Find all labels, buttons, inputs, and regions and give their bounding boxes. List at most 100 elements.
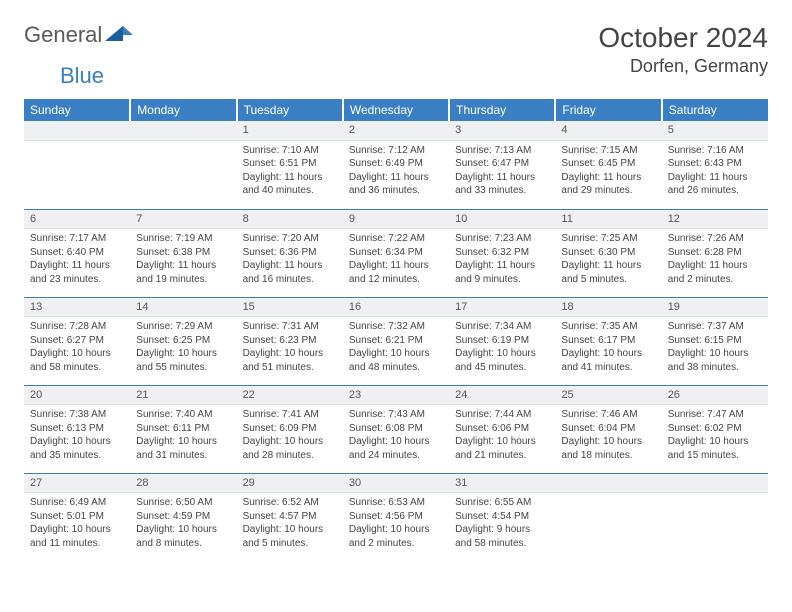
cell-line: Sunset: 5:01 PM (30, 510, 124, 524)
title-block: October 2024 Dorfen, Germany (598, 22, 768, 77)
cell-content: Sunrise: 7:23 AMSunset: 6:32 PMDaylight:… (455, 232, 549, 286)
calendar-cell: 29Sunrise: 6:52 AMSunset: 4:57 PMDayligh… (237, 473, 343, 561)
cell-line: Sunset: 6:43 PM (668, 157, 762, 171)
cell-line: Daylight: 10 hours and 28 minutes. (243, 435, 337, 462)
cell-content: Sunrise: 7:15 AMSunset: 6:45 PMDaylight:… (561, 144, 655, 198)
cell-line: Sunrise: 7:46 AM (561, 408, 655, 422)
cell-content: Sunrise: 7:13 AMSunset: 6:47 PMDaylight:… (455, 144, 549, 198)
cell-line: Sunset: 6:11 PM (136, 422, 230, 436)
calendar-cell: 15Sunrise: 7:31 AMSunset: 6:23 PMDayligh… (237, 297, 343, 385)
cell-line: Daylight: 10 hours and 45 minutes. (455, 347, 549, 374)
calendar-cell: 20Sunrise: 7:38 AMSunset: 6:13 PMDayligh… (24, 385, 130, 473)
cell-line: Sunrise: 7:37 AM (668, 320, 762, 334)
cell-line: Sunset: 6:21 PM (349, 334, 443, 348)
cell-line: Sunset: 6:02 PM (668, 422, 762, 436)
day-number (24, 121, 130, 141)
cell-line: Sunrise: 7:28 AM (30, 320, 124, 334)
cell-line: Daylight: 11 hours and 19 minutes. (136, 259, 230, 286)
calendar-cell: 28Sunrise: 6:50 AMSunset: 4:59 PMDayligh… (130, 473, 236, 561)
cell-line: Sunset: 4:59 PM (136, 510, 230, 524)
cell-content: Sunrise: 7:43 AMSunset: 6:08 PMDaylight:… (349, 408, 443, 462)
cell-line: Sunset: 6:34 PM (349, 246, 443, 260)
calendar-cell: 14Sunrise: 7:29 AMSunset: 6:25 PMDayligh… (130, 297, 236, 385)
cell-content: Sunrise: 7:37 AMSunset: 6:15 PMDaylight:… (668, 320, 762, 374)
cell-line: Daylight: 10 hours and 8 minutes. (136, 523, 230, 550)
cell-line: Daylight: 10 hours and 21 minutes. (455, 435, 549, 462)
page-title: October 2024 (598, 22, 768, 54)
day-number: 26 (662, 386, 768, 406)
cell-content: Sunrise: 7:34 AMSunset: 6:19 PMDaylight:… (455, 320, 549, 374)
cell-line: Daylight: 11 hours and 16 minutes. (243, 259, 337, 286)
day-number: 15 (237, 298, 343, 318)
cell-line: Daylight: 9 hours and 58 minutes. (455, 523, 549, 550)
cell-line: Daylight: 10 hours and 58 minutes. (30, 347, 124, 374)
calendar-cell: 25Sunrise: 7:46 AMSunset: 6:04 PMDayligh… (555, 385, 661, 473)
cell-content: Sunrise: 7:25 AMSunset: 6:30 PMDaylight:… (561, 232, 655, 286)
weekday-header: Thursday (449, 99, 555, 121)
cell-content: Sunrise: 6:49 AMSunset: 5:01 PMDaylight:… (30, 496, 124, 550)
cell-content: Sunrise: 6:50 AMSunset: 4:59 PMDaylight:… (136, 496, 230, 550)
weekday-header: Friday (555, 99, 661, 121)
day-number: 30 (343, 474, 449, 494)
weekday-header: Monday (130, 99, 236, 121)
cell-line: Sunset: 4:57 PM (243, 510, 337, 524)
cell-content: Sunrise: 7:12 AMSunset: 6:49 PMDaylight:… (349, 144, 443, 198)
cell-line: Sunrise: 7:38 AM (30, 408, 124, 422)
cell-line: Daylight: 10 hours and 48 minutes. (349, 347, 443, 374)
cell-line: Sunrise: 7:47 AM (668, 408, 762, 422)
day-number: 7 (130, 210, 236, 230)
cell-line: Daylight: 11 hours and 5 minutes. (561, 259, 655, 286)
cell-line: Sunrise: 7:34 AM (455, 320, 549, 334)
cell-line: Sunset: 6:23 PM (243, 334, 337, 348)
cell-content: Sunrise: 7:19 AMSunset: 6:38 PMDaylight:… (136, 232, 230, 286)
cell-line: Sunrise: 7:16 AM (668, 144, 762, 158)
cell-line: Sunrise: 7:13 AM (455, 144, 549, 158)
cell-line: Sunset: 6:27 PM (30, 334, 124, 348)
calendar-cell: 6Sunrise: 7:17 AMSunset: 6:40 PMDaylight… (24, 209, 130, 297)
cell-line: Sunset: 6:30 PM (561, 246, 655, 260)
cell-content: Sunrise: 7:44 AMSunset: 6:06 PMDaylight:… (455, 408, 549, 462)
cell-line: Sunrise: 7:23 AM (455, 232, 549, 246)
cell-content: Sunrise: 7:35 AMSunset: 6:17 PMDaylight:… (561, 320, 655, 374)
calendar-cell: 10Sunrise: 7:23 AMSunset: 6:32 PMDayligh… (449, 209, 555, 297)
calendar-cell: 5 Sunrise: 7:16 AMSunset: 6:43 PMDaylight… (662, 121, 768, 209)
day-number: 5 (662, 121, 768, 141)
cell-content: Sunrise: 7:32 AMSunset: 6:21 PMDaylight:… (349, 320, 443, 374)
cell-content: Sunrise: 7:26 AMSunset: 6:28 PMDaylight:… (668, 232, 762, 286)
calendar-week-row: 13Sunrise: 7:28 AMSunset: 6:27 PMDayligh… (24, 297, 768, 385)
cell-line: Sunrise: 7:19 AM (136, 232, 230, 246)
cell-line: Daylight: 10 hours and 31 minutes. (136, 435, 230, 462)
cell-line: Daylight: 10 hours and 38 minutes. (668, 347, 762, 374)
calendar-cell: 17Sunrise: 7:34 AMSunset: 6:19 PMDayligh… (449, 297, 555, 385)
cell-line: Sunset: 4:56 PM (349, 510, 443, 524)
calendar-cell: 12Sunrise: 7:26 AMSunset: 6:28 PMDayligh… (662, 209, 768, 297)
day-number: 4 (555, 121, 661, 141)
day-number: 17 (449, 298, 555, 318)
cell-line: Daylight: 10 hours and 5 minutes. (243, 523, 337, 550)
calendar-cell: 7Sunrise: 7:19 AMSunset: 6:38 PMDaylight… (130, 209, 236, 297)
day-number (555, 474, 661, 494)
calendar-cell (662, 473, 768, 561)
brand-part1: General (24, 22, 102, 48)
cell-line: Daylight: 10 hours and 18 minutes. (561, 435, 655, 462)
day-number: 3 (449, 121, 555, 141)
cell-line: Sunset: 6:25 PM (136, 334, 230, 348)
day-number (662, 474, 768, 494)
cell-line: Daylight: 11 hours and 33 minutes. (455, 171, 549, 198)
calendar-cell: 27Sunrise: 6:49 AMSunset: 5:01 PMDayligh… (24, 473, 130, 561)
day-number: 19 (662, 298, 768, 318)
cell-line: Sunrise: 7:41 AM (243, 408, 337, 422)
cell-content: Sunrise: 6:55 AMSunset: 4:54 PMDaylight:… (455, 496, 549, 550)
cell-line: Daylight: 11 hours and 12 minutes. (349, 259, 443, 286)
cell-line: Sunrise: 7:10 AM (243, 144, 337, 158)
weekday-header: Wednesday (343, 99, 449, 121)
day-number: 20 (24, 386, 130, 406)
cell-line: Sunrise: 7:17 AM (30, 232, 124, 246)
cell-line: Daylight: 11 hours and 40 minutes. (243, 171, 337, 198)
weekday-header: Tuesday (237, 99, 343, 121)
day-number: 27 (24, 474, 130, 494)
cell-line: Daylight: 10 hours and 41 minutes. (561, 347, 655, 374)
cell-line: Sunrise: 7:20 AM (243, 232, 337, 246)
cell-content: Sunrise: 7:16 AMSunset: 6:43 PMDaylight:… (668, 144, 762, 198)
cell-line: Sunrise: 6:52 AM (243, 496, 337, 510)
